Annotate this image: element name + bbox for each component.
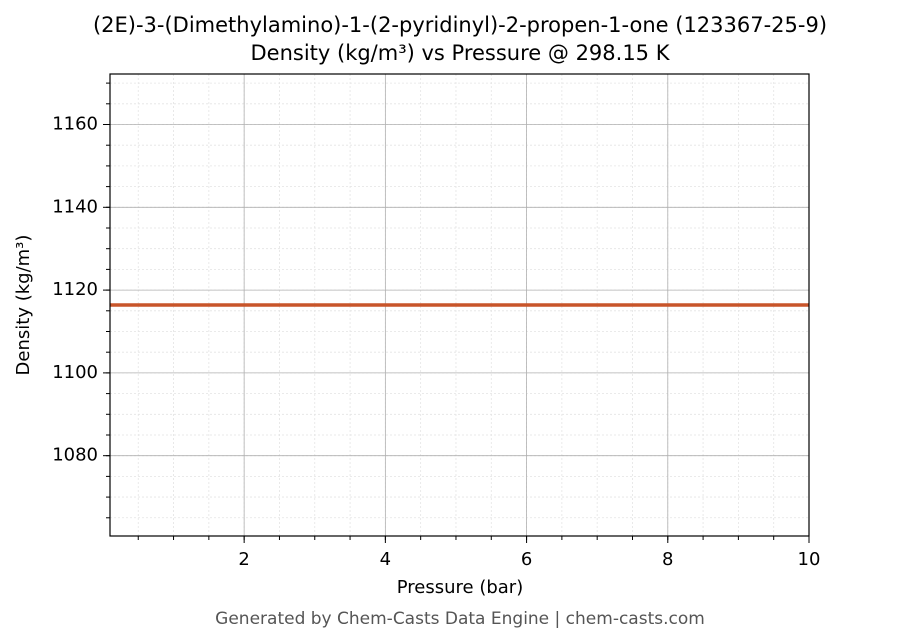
x-tick-label: 6	[521, 549, 532, 570]
footer: Generated by Chem-Casts Data Engine | ch…	[215, 609, 705, 629]
chart-title: (2E)-3-(Dimethylamino)-1-(2-pyridinyl)-2…	[93, 13, 827, 37]
x-axis-label: Pressure (bar)	[397, 577, 523, 598]
y-tick-label: 1080	[52, 445, 98, 466]
y-axis-label: Density (kg/m³)	[13, 235, 34, 376]
y-tick-label: 1120	[52, 279, 98, 300]
x-tick-label: 2	[238, 549, 249, 570]
x-tick-label: 8	[662, 549, 673, 570]
plot-frame	[109, 73, 810, 537]
y-tick-label: 1140	[52, 196, 98, 217]
y-tick-label: 1100	[52, 362, 98, 383]
chart-subtitle: Density (kg/m³) vs Pressure @ 298.15 K	[250, 41, 670, 65]
x-tick-label: 4	[380, 549, 391, 570]
x-tick-label: 10	[798, 549, 821, 570]
y-tick-label: 1160	[52, 114, 98, 135]
